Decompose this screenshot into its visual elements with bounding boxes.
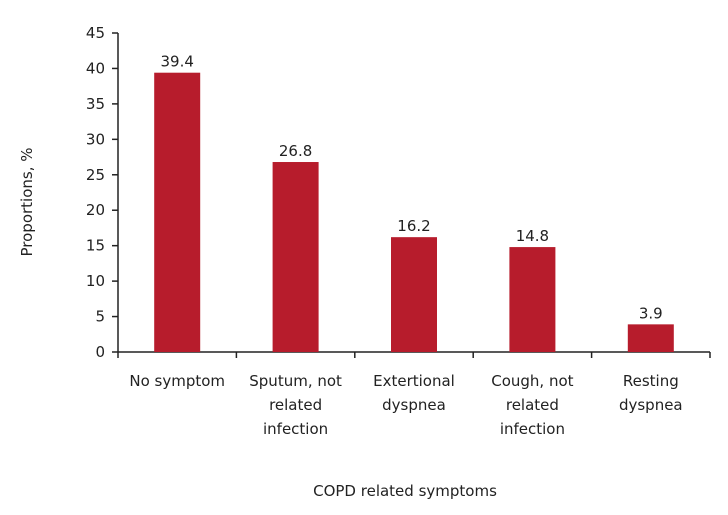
y-tick-label: 5 bbox=[95, 308, 105, 326]
x-category-label: Extertional dyspnea bbox=[373, 372, 455, 414]
bar-value-label: 39.4 bbox=[160, 53, 193, 71]
y-tick-label: 15 bbox=[86, 237, 105, 255]
y-axis: 0 5 10 15 20 25 30 35 40 45 bbox=[86, 24, 119, 361]
x-category-label-line: Sputum, not bbox=[249, 372, 342, 390]
bar bbox=[154, 72, 201, 352]
x-category-label-line: Resting bbox=[623, 372, 679, 390]
bar-value-label: 3.9 bbox=[639, 304, 663, 322]
bars: 39.4 26.8 16.2 14.8 3.9 bbox=[154, 53, 674, 352]
x-category-label-line: dyspnea bbox=[619, 396, 683, 414]
y-axis-title: Proportions, % bbox=[18, 148, 36, 257]
bar-value-label: 16.2 bbox=[397, 217, 430, 235]
x-category-label: Cough, not related infection bbox=[491, 372, 573, 438]
x-category-label-line: dyspnea bbox=[382, 396, 446, 414]
y-tick-label: 25 bbox=[86, 166, 105, 184]
x-category-label-line: No symptom bbox=[129, 372, 225, 390]
y-tick-label: 10 bbox=[86, 272, 105, 290]
x-category-label-line: related bbox=[506, 396, 559, 414]
bar-value-label: 14.8 bbox=[516, 227, 549, 245]
y-tick-label: 0 bbox=[95, 343, 105, 361]
x-category-label: Sputum, not related infection bbox=[249, 372, 342, 438]
x-category-label: No symptom bbox=[129, 372, 225, 390]
y-tick-label: 45 bbox=[86, 24, 105, 42]
x-category-label-line: infection bbox=[500, 420, 565, 438]
bar-value-label: 26.8 bbox=[279, 142, 312, 160]
x-axis: No symptom Sputum, not related infection Ext… bbox=[117, 351, 711, 438]
y-tick-label: 40 bbox=[86, 59, 105, 77]
y-tick-label: 35 bbox=[86, 95, 105, 113]
x-category-label-line: infection bbox=[263, 420, 328, 438]
bar bbox=[272, 162, 319, 352]
x-axis-title: COPD related symptoms bbox=[313, 482, 497, 500]
x-category-label-line: Cough, not bbox=[491, 372, 573, 390]
x-category-label: Resting dyspnea bbox=[619, 372, 683, 414]
bar bbox=[509, 247, 556, 352]
x-category-label-line: related bbox=[269, 396, 322, 414]
x-category-label-line: Extertional bbox=[373, 372, 455, 390]
y-tick-label: 30 bbox=[86, 130, 105, 148]
y-tick-label: 20 bbox=[86, 201, 105, 219]
bar bbox=[391, 237, 437, 352]
bar bbox=[627, 324, 674, 352]
